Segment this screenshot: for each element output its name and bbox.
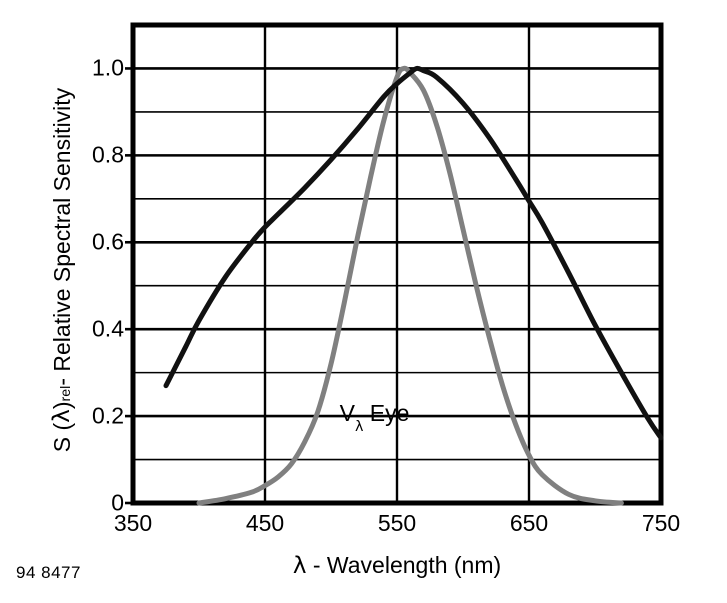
data-series-line [163,65,664,441]
plot-frame [130,22,664,506]
x-axis-label: λ - Wavelength (nm) [133,552,661,579]
x-axis-label-suffix: - Wavelength (nm) [306,552,502,578]
figure-reference-code: 94 8477 [16,563,81,582]
y-axis-tick-label: 0.4 [92,315,124,342]
x-axis-tick-label: 650 [509,510,549,536]
annotation-main: V [339,400,355,427]
y-axis-tick-label: 0 [111,489,124,516]
x-axis-tick-label: 550 [377,510,417,536]
y-axis-tick-label: 1.0 [92,54,124,81]
x-axis-tick-label: 350 [113,510,153,536]
x-axis-tick-label: 450 [245,510,285,536]
x-axis-label-lambda: λ [292,553,307,579]
y-axis-tick-label: 0.8 [92,141,124,168]
x-axis-tick-label: 750 [641,510,681,536]
y-axis-tick-label: 0.6 [92,228,124,255]
y-axis-tick-label: 0.2 [92,402,124,429]
data-series-line [196,65,624,506]
y-axis-tick-labels: 0 0.2 0.4 0.6 0.8 1.0 [50,0,124,603]
annotation-tail: Eye [363,400,410,427]
annotation-v-lambda-eye: Vλ Eye [339,400,410,435]
annotation-subscript-lambda: λ [354,418,364,435]
